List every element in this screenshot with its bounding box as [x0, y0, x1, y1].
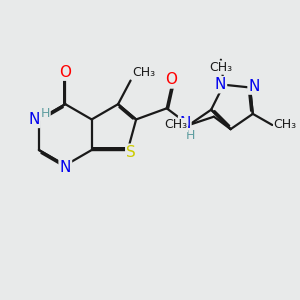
Text: CH₃: CH₃ [164, 118, 188, 131]
Text: N: N [214, 77, 226, 92]
Text: N: N [28, 112, 40, 127]
Text: CH₃: CH₃ [132, 66, 155, 79]
Text: H: H [40, 107, 50, 120]
Text: O: O [165, 73, 177, 88]
Text: CH₃: CH₃ [274, 118, 297, 131]
Text: N: N [248, 79, 260, 94]
Text: H: H [186, 129, 195, 142]
Text: CH₃: CH₃ [209, 61, 232, 74]
Text: N: N [179, 116, 190, 131]
Text: S: S [126, 145, 136, 160]
Text: O: O [59, 65, 71, 80]
Text: N: N [60, 160, 71, 175]
